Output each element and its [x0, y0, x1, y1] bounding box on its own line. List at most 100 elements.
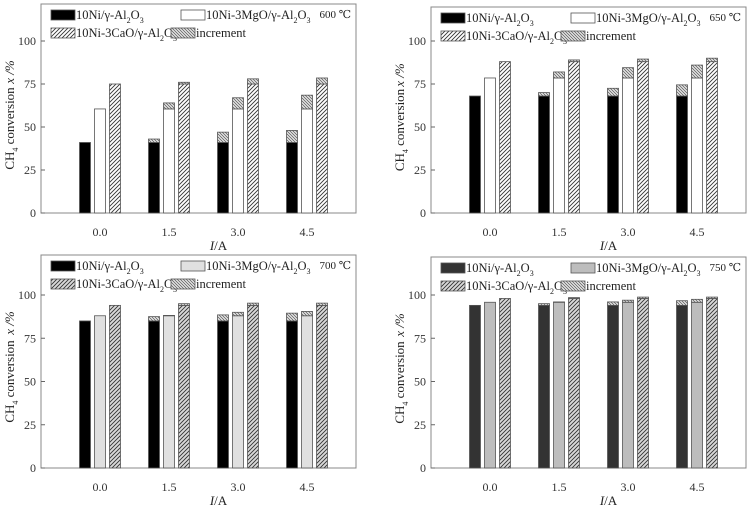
y-axis-symbol: x /% [392, 313, 407, 338]
bar-ni [469, 95, 481, 214]
x-tick-label: 4.5 [300, 480, 315, 494]
bar-mgo [94, 108, 106, 214]
x-tick-label: 4.5 [690, 480, 705, 494]
legend-label: 10Ni/γ-Al2O3 [76, 8, 144, 25]
y-axis-title: CH4 conversion [2, 87, 20, 170]
bar-increment [676, 84, 688, 97]
bar-mgo [484, 77, 496, 214]
legend-swatch [50, 278, 76, 290]
bar-ni [79, 320, 91, 469]
legend-label: increment [196, 26, 247, 40]
bar-ni [538, 304, 550, 469]
bar-increment [148, 138, 160, 143]
bar-increment [178, 303, 190, 306]
bar-mgo [622, 77, 634, 214]
bar-increment [568, 297, 580, 299]
y-tick-label: 75 [414, 331, 426, 345]
bar-increment [316, 77, 328, 85]
temperature-label: 600 ℃ [319, 9, 351, 21]
bar-mgo [301, 108, 313, 214]
legend-swatch [50, 9, 76, 21]
bar-increment [301, 311, 313, 317]
bar-ni [676, 95, 688, 214]
legend-item-increment: increment [560, 279, 637, 293]
x-tick-label: 0.0 [483, 225, 498, 239]
y-tick-label: 75 [414, 77, 426, 91]
bar-increment [538, 303, 550, 306]
bar-ni [148, 142, 160, 214]
chart-panel-600: 0 25 50 75 100 CH4 conversion x /% 0.0 1.5 3.0 4.5… [2, 3, 357, 253]
bar-mgo [232, 108, 244, 214]
bar-cao [568, 298, 580, 469]
bar-increment [637, 296, 649, 299]
temperature-label: 650 ℃ [709, 12, 741, 24]
bar-cao [316, 83, 328, 214]
bar-increment [286, 312, 298, 322]
bar-increment [232, 311, 244, 317]
legend-label: 10Ni-3MgO/γ-Al2O3 [596, 11, 701, 28]
x-tick-label: 3.0 [231, 225, 246, 239]
legend-swatch [570, 12, 596, 24]
bar-increment [622, 67, 634, 79]
bar-ni [286, 142, 298, 214]
legend-item-cao: 10Ni-3CaO/γ-Al2O3 [50, 26, 177, 43]
bar-increment [622, 299, 634, 303]
y-tick-label: 50 [24, 120, 36, 134]
y-axis-label: CH4 conversion [2, 87, 20, 170]
y-axis-title: CH4 conversion [2, 340, 20, 423]
bar-increment [217, 131, 229, 143]
y-tick-label: 100 [408, 288, 426, 302]
y-tick-label: 0 [30, 206, 36, 220]
bar-cao [637, 61, 649, 214]
y-tick-label: 100 [18, 288, 36, 302]
y-tick-label: 50 [414, 375, 426, 389]
x-tick-label: 1.5 [552, 225, 567, 239]
bar-mgo [301, 315, 313, 469]
x-tick-label: 1.5 [162, 480, 177, 494]
bar-increment [553, 71, 565, 79]
bar-cao [706, 61, 718, 214]
x-axis-label: I/A [209, 238, 228, 253]
bar-increment [217, 314, 229, 322]
legend-label: 10Ni/γ-Al2O3 [466, 11, 534, 28]
bar-mgo [94, 315, 106, 469]
bar-ni [286, 320, 298, 469]
bar-ni [676, 304, 688, 469]
legend-item-increment: increment [170, 277, 247, 291]
x-tick-label: 3.0 [231, 480, 246, 494]
bar-increment [178, 81, 190, 85]
bar-cao [316, 304, 328, 469]
y-tick-label: 25 [414, 163, 426, 177]
bar-cao [109, 304, 121, 469]
legend-swatch [440, 12, 466, 24]
y-tick-label: 0 [420, 461, 426, 475]
legend-item-increment: increment [560, 29, 637, 43]
bar-mgo [553, 301, 565, 469]
bar-ni [607, 304, 619, 469]
bar-increment [247, 78, 259, 85]
y-axis-symbol: x /% [392, 63, 407, 88]
legend-item-cao: 10Ni-3CaO/γ-Al2O3 [50, 277, 177, 294]
legend-swatch [440, 262, 466, 274]
temperature-label: 700 ℃ [319, 260, 351, 272]
y-tick-label: 50 [414, 120, 426, 134]
legend-swatch [440, 280, 466, 292]
bar-ni [469, 304, 481, 469]
legend-label: 10Ni-3CaO/γ-Al2O3 [466, 29, 567, 46]
bar-mgo [484, 301, 496, 469]
bar-increment [691, 64, 703, 79]
legend-swatch [560, 280, 586, 292]
bar-increment [316, 302, 328, 306]
x-tick-label: 0.0 [483, 480, 498, 494]
legend-item-mgo: 10Ni-3MgO/γ-Al2O3 [570, 261, 701, 278]
plot-frame [40, 254, 357, 469]
legend-label: 10Ni-3CaO/γ-Al2O3 [76, 277, 177, 294]
bar-cao [178, 83, 190, 214]
y-axis-symbol: x /% [2, 311, 17, 336]
y-axis-symbol: x /% [2, 60, 17, 85]
bar-increment [247, 302, 259, 306]
bar-ni [538, 95, 550, 214]
x-tick-label: 4.5 [690, 225, 705, 239]
bar-increment [568, 59, 580, 63]
